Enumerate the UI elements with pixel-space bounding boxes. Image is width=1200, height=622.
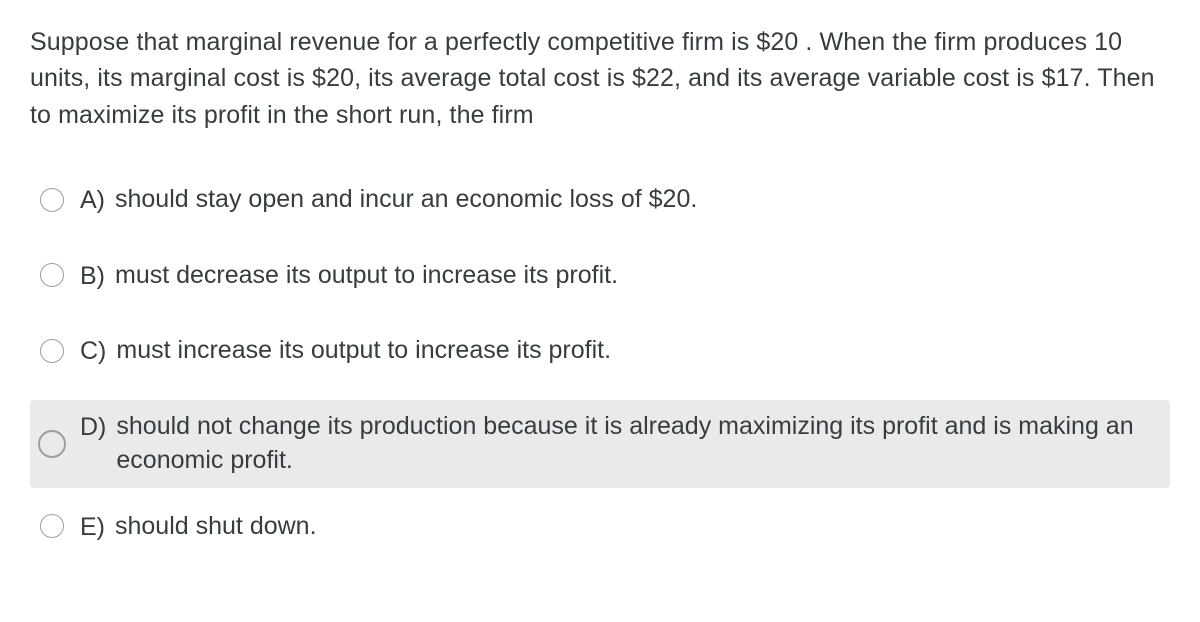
option-letter: C) (80, 334, 106, 368)
radio-icon[interactable] (40, 263, 64, 287)
option-text: should not change its production because… (116, 410, 1162, 478)
option-letter: E) (80, 510, 105, 544)
option-text: should stay open and incur an economic l… (115, 183, 697, 217)
options-list: A) should stay open and incur an economi… (30, 173, 1170, 554)
option-letter: B) (80, 259, 105, 293)
option-e[interactable]: E) should shut down. (30, 500, 1170, 554)
radio-icon[interactable] (38, 430, 66, 458)
option-c[interactable]: C) must increase its output to increase … (30, 324, 1170, 378)
option-text: should shut down. (115, 510, 317, 544)
option-d[interactable]: D) should not change its production beca… (30, 400, 1170, 488)
option-text: must increase its output to increase its… (116, 334, 611, 368)
radio-icon[interactable] (40, 339, 64, 363)
question-container: Suppose that marginal revenue for a perf… (0, 0, 1200, 573)
option-b[interactable]: B) must decrease its output to increase … (30, 249, 1170, 303)
option-letter: A) (80, 183, 105, 217)
radio-icon[interactable] (40, 514, 64, 538)
question-stem: Suppose that marginal revenue for a perf… (30, 24, 1170, 133)
option-text: must decrease its output to increase its… (115, 259, 618, 293)
option-letter: D) (80, 410, 106, 444)
radio-icon[interactable] (40, 188, 64, 212)
option-a[interactable]: A) should stay open and incur an economi… (30, 173, 1170, 227)
